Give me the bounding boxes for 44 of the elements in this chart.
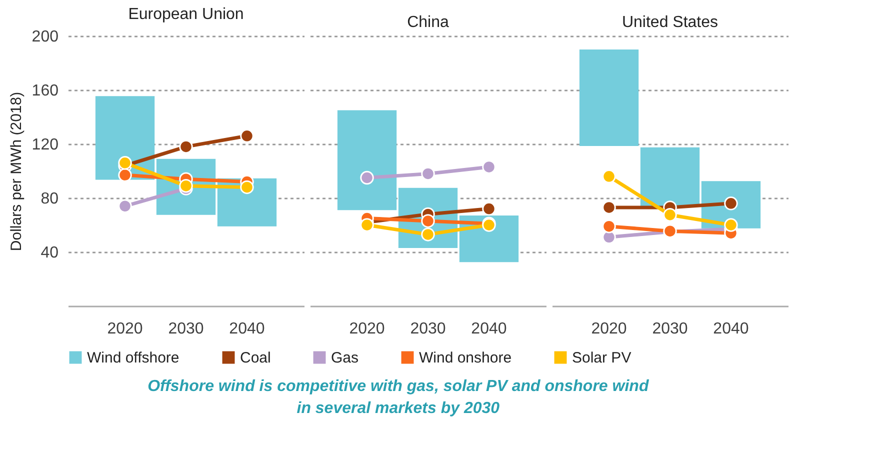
legend-label: Wind offshore [87, 350, 180, 367]
point [179, 140, 193, 154]
point [421, 166, 435, 181]
chart-title: United States [622, 14, 718, 31]
text: Offshore wind is competitive with gas, solar PV and onshore wind in several markets by 2030 [148, 378, 650, 417]
point [240, 180, 254, 194]
point [421, 228, 435, 242]
x-tick-label: 2040 [471, 320, 507, 338]
point [482, 160, 496, 174]
point [360, 218, 374, 232]
point [602, 200, 616, 214]
legend-label: Gas [331, 350, 359, 367]
point [602, 170, 616, 184]
x-tick-label: 2040 [713, 320, 749, 338]
y-tick-label: 200 [32, 28, 59, 46]
legend-label: Wind onshore [419, 350, 512, 367]
x-tick-label: 2040 [229, 320, 265, 338]
x-tick-label: 2020 [107, 320, 143, 338]
legend-label: Solar PV [572, 350, 632, 367]
y-axis-title: Dollars per MWh (2018) [8, 92, 25, 252]
x-tick-label: 2030 [652, 320, 688, 338]
point [179, 178, 193, 193]
point [482, 202, 496, 216]
point [602, 219, 616, 234]
x-tick-label: 2030 [168, 320, 204, 338]
point [240, 129, 254, 143]
x-tick-label: 2030 [410, 320, 446, 338]
chart-title: China [407, 14, 449, 31]
point [724, 218, 738, 232]
point [663, 208, 677, 222]
point [118, 168, 132, 182]
point [724, 196, 738, 210]
point [421, 214, 435, 228]
y-tick-label: 120 [32, 136, 59, 154]
x-tick-label: 2020 [349, 320, 385, 338]
y-tick-label: 40 [40, 244, 59, 262]
point [118, 199, 132, 213]
legend-label: Coal [240, 350, 271, 367]
x-tick-label: 2020 [591, 320, 627, 338]
y-tick-label: 80 [40, 190, 59, 208]
point [118, 156, 132, 170]
y-tick-label: 160 [32, 82, 59, 100]
point [360, 170, 374, 185]
chart-title: European Union [128, 6, 244, 23]
